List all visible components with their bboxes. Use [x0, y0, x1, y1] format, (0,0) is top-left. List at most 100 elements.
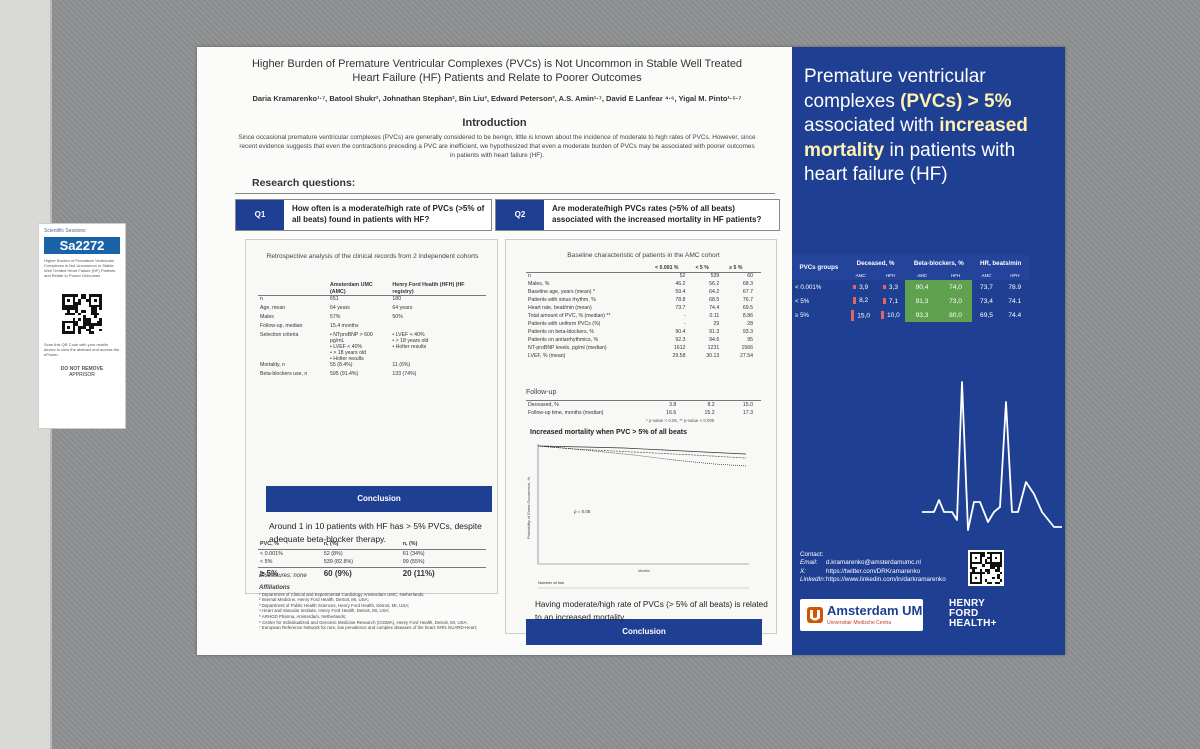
- qr-module: [64, 299, 68, 302]
- contact-email-row[interactable]: Email: d.kramarenko@amsterdamumc.nl: [800, 559, 975, 567]
- qr-module: [987, 569, 990, 572]
- qr-module: [999, 564, 1002, 567]
- table-row: n 52 539 60: [526, 272, 761, 280]
- qr-module: [974, 552, 978, 555]
- qr-module: [83, 317, 86, 321]
- qr-module: [86, 317, 89, 321]
- qr-module: [974, 569, 978, 572]
- qr-module: [94, 307, 97, 310]
- qr-module: [64, 307, 68, 310]
- qr-module: [94, 331, 97, 334]
- table-cell: 91.3: [709, 329, 720, 335]
- qr-module: [99, 312, 102, 316]
- qr-module: [64, 331, 68, 334]
- summary-cell: 74.4: [1008, 311, 1022, 319]
- qr-module: [994, 564, 998, 567]
- qr-module: [99, 315, 102, 318]
- table-cell: 8.86: [742, 313, 753, 319]
- contact-x-row[interactable]: X: https://twitter.com/DRKramarenko: [800, 568, 975, 576]
- qr-module: [86, 301, 89, 305]
- qr-module: [64, 312, 68, 316]
- qr-module: [987, 564, 990, 567]
- qr-module: [984, 566, 988, 570]
- qr-module: [984, 574, 988, 577]
- qr-module: [91, 307, 94, 310]
- qr-module: [78, 320, 81, 324]
- contact-heading: Contact:: [800, 551, 824, 558]
- qr-module: [972, 561, 975, 565]
- qr-module: [94, 323, 97, 326]
- qr-module: [987, 579, 990, 582]
- qr-module: [72, 320, 76, 324]
- table-cell: 64 years: [330, 304, 350, 311]
- x-label: X:: [800, 567, 806, 575]
- qr-module: [72, 299, 76, 302]
- qr-module: [86, 304, 89, 308]
- qr-module: [62, 299, 65, 302]
- summary-subheader-cell: HFH: [1000, 271, 1029, 280]
- q2-baseline-table: < 0.001 % < 5 % ≥ 5 % n 52 539 60 Males, % 46.2 5…: [526, 264, 761, 360]
- column-header: [258, 282, 328, 296]
- qr-module: [987, 566, 990, 570]
- qr-module: [989, 579, 993, 582]
- qr-module: [99, 301, 102, 305]
- qr-module: [989, 571, 993, 575]
- qr-module: [999, 571, 1002, 575]
- amc-emblem-icon: [807, 607, 823, 623]
- qr-module: [86, 296, 89, 300]
- table-cell: Patients on antiarrhythmics, %: [528, 337, 599, 343]
- qr-module: [86, 323, 89, 326]
- qr-module: [987, 552, 990, 555]
- table-cell: 64.2: [709, 289, 720, 295]
- qr-module: [67, 312, 70, 316]
- table-cell: n: [528, 273, 531, 280]
- table-cell: Males, %: [528, 281, 550, 287]
- contact-qr-code[interactable]: [968, 550, 1004, 586]
- qr-module: [970, 569, 973, 572]
- linkedin-value[interactable]: https://www.linkedin.com/in/darkramarenk…: [826, 576, 946, 584]
- contact-linkedin-row[interactable]: LinkedIn:https://www.linkedin.com/in/dar…: [800, 576, 975, 584]
- q1-pvc-table: PVC, % n, (%) n, (%) < 0.001% 52 (8%) 61 (34%…: [258, 540, 486, 580]
- affiliation-line: ² Internal Medicine, Henry Ford Health, …: [259, 597, 369, 603]
- qr-module: [80, 301, 84, 305]
- email-value[interactable]: d.kramarenko@amsterdamumc.nl: [826, 559, 921, 567]
- summary-cell: < 0.001%: [795, 283, 822, 291]
- qr-module: [987, 559, 990, 562]
- summary-subheader-cell: AMC: [905, 271, 939, 280]
- qr-module: [977, 559, 980, 562]
- qr-module: [997, 564, 1000, 567]
- qr-module: [989, 552, 993, 555]
- qr-module: [96, 296, 100, 300]
- tag-qr-code[interactable]: [60, 292, 104, 336]
- table-row: Beta-blockers use, n 595 (91.4%) 133 (74%): [258, 371, 486, 380]
- summary-cell: 69,5: [980, 311, 993, 319]
- qr-module: [70, 304, 73, 308]
- qr-module: [67, 331, 70, 334]
- table-row: < 0.001% 52 (8%) 61 (34%): [258, 549, 486, 558]
- qr-module: [997, 571, 1000, 575]
- qr-module: [78, 328, 81, 332]
- table-cell: Beta-blockers use, n: [260, 370, 308, 377]
- qr-module: [70, 299, 73, 302]
- table-cell: 28: [747, 321, 753, 327]
- qr-module: [64, 317, 68, 321]
- summary-cell: 73,4: [980, 297, 993, 305]
- qr-module: [62, 315, 65, 318]
- qr-module: [96, 315, 100, 318]
- qr-module: [72, 296, 76, 300]
- qr-module: [999, 576, 1002, 580]
- qr-module: [984, 571, 988, 575]
- qr-module: [972, 552, 975, 555]
- table-cell: NT-proBNP levels, pg/ml (median): [528, 345, 607, 351]
- x-value[interactable]: https://twitter.com/DRKramarenko: [826, 567, 921, 575]
- qr-module: [977, 554, 980, 557]
- qr-module: [88, 325, 92, 329]
- qr-module: [987, 574, 990, 577]
- qr-module: [67, 296, 70, 300]
- qr-module: [979, 576, 983, 580]
- table-row: Deceased, % 3.8 8.2 15.0: [526, 401, 761, 409]
- table-cell: 29.58: [672, 353, 686, 359]
- qr-module: [987, 576, 990, 580]
- qr-module: [78, 294, 81, 297]
- qr-module: [78, 323, 81, 326]
